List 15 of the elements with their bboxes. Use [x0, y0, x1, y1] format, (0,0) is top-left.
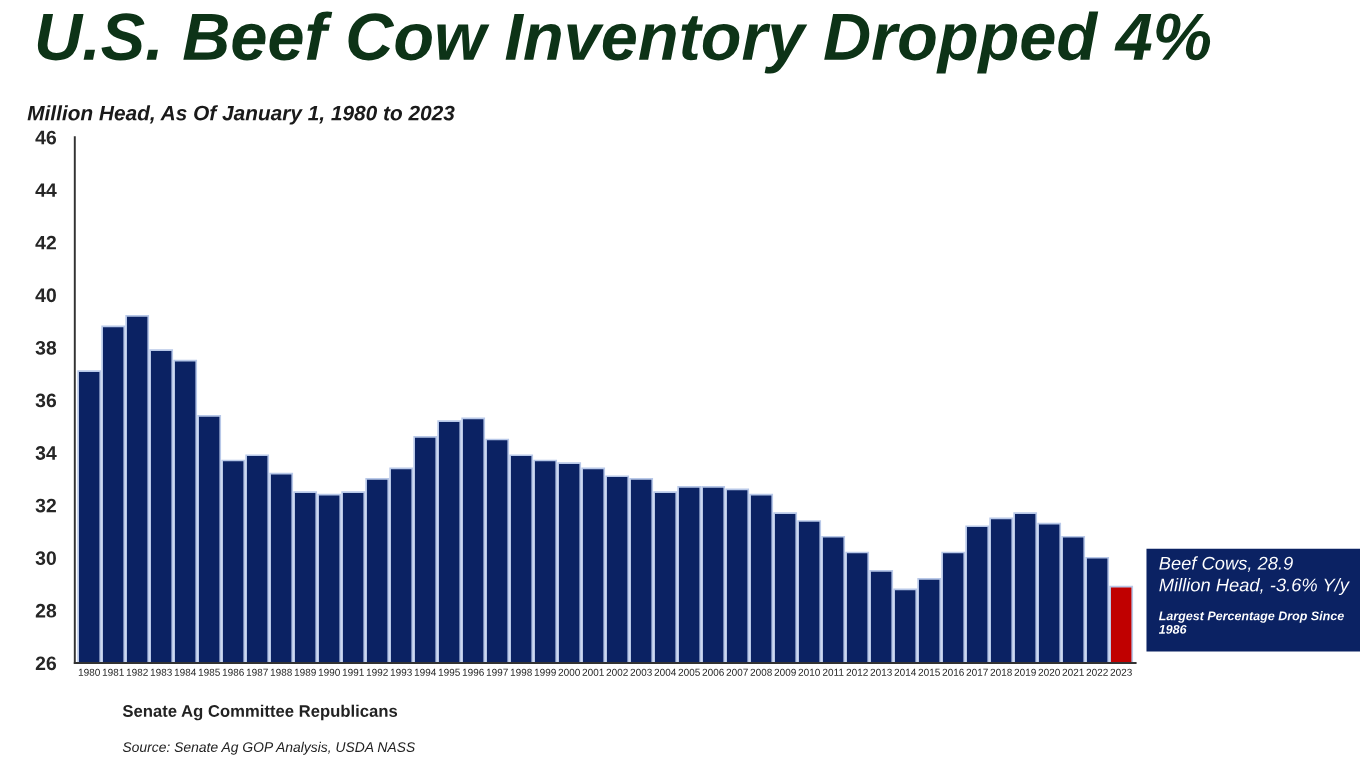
- chart-title: U.S. Beef Cow Inventory Dropped 4%: [37, 11, 1211, 74]
- chart-subtitle: Million Head, As Of January 1, 1980 to 2023: [27, 105, 455, 125]
- text: Senate Ag Committee Republicans: [122, 704, 398, 721]
- y-tick-label: 42: [35, 235, 56, 250]
- y-tick-label: 30: [35, 551, 56, 566]
- y-tick-label: 46: [35, 130, 57, 145]
- y-tick-label: 28: [35, 603, 57, 618]
- text: Beef Cows, 28.9 Million Head, -3.6% Y/y: [1159, 556, 1350, 596]
- y-tick-label: 32: [35, 498, 56, 513]
- y-tick-label: 36: [35, 393, 57, 408]
- y-tick-label: 44: [35, 183, 57, 197]
- y-tick-label: 26: [35, 656, 57, 671]
- y-tick-label: 34: [35, 446, 57, 460]
- y-tick-label: 38: [35, 340, 57, 355]
- y-tick-label: 40: [35, 288, 56, 303]
